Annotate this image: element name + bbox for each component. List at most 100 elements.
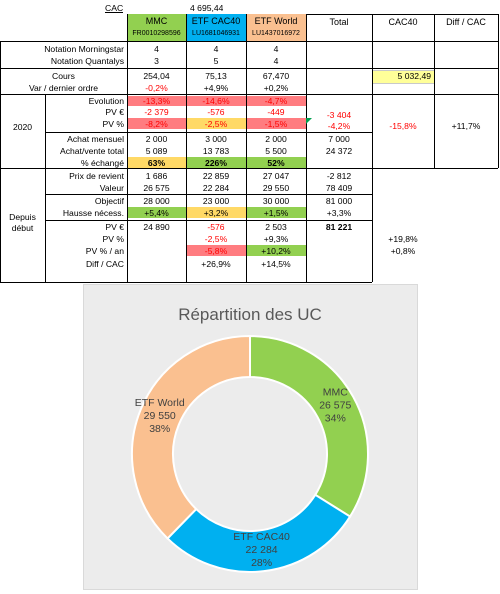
cours-cac: 75,13	[205, 71, 227, 81]
cac40-price-fill	[372, 70, 434, 83]
morningstar-cac: 4	[213, 44, 219, 54]
var-world: +0,2%	[263, 83, 289, 93]
fill-evo-mmc	[127, 96, 186, 106]
cac-label: CAC	[105, 3, 124, 13]
fill-hausse-world	[246, 207, 306, 218]
quantalys-cac: 5	[213, 56, 219, 66]
cours-mmc: 254,04	[143, 71, 170, 81]
fill-evo-cac	[186, 96, 246, 106]
pct-echange-cac: 226%	[205, 158, 227, 168]
pv-pct-since-cac: -2,5%	[204, 234, 228, 244]
fill-hausse-cac	[186, 207, 246, 218]
pv-eur-cac: -576	[207, 107, 225, 117]
fill-pv-cac	[186, 118, 246, 129]
pct-echange-world: 52%	[267, 158, 285, 168]
donut-label-mmc: MMC 26 575 34%	[319, 387, 351, 425]
row-label-objectif: Objectif	[94, 196, 124, 206]
header-etf-world: ETF World LU1437016972	[246, 14, 306, 41]
achat-mensuel-mmc: 2 000	[145, 134, 168, 144]
cours-cac40: 5 032,49	[397, 71, 431, 81]
fill-hausse-mmc	[127, 207, 186, 218]
fill-ech-cac	[186, 157, 246, 168]
header-etf-world-isin: LU1437016972	[252, 30, 300, 37]
row-label-prix-revient: Prix de revient	[69, 171, 124, 181]
row-label-cours: Cours	[52, 71, 75, 81]
row-label-quantalys: Notation Quantalys	[50, 56, 124, 66]
header-total: Total	[329, 17, 349, 27]
objectif-mmc: 28 000	[143, 196, 170, 206]
achat-vente-mmc: 5 089	[145, 146, 168, 156]
pv-eur-mmc: -2 379	[144, 107, 169, 117]
row-label-achat-mensuel: Achat mensuel	[67, 134, 124, 144]
morningstar-world: 4	[273, 44, 279, 54]
since-label-debut: début	[11, 223, 34, 233]
hausse-cac: +3,2%	[203, 208, 229, 218]
header-diff-cac: Diff / CAC	[446, 17, 486, 27]
row-label-valeur: Valeur	[99, 183, 124, 193]
fill-pv-world	[246, 118, 306, 129]
valeur-world: 29 550	[262, 183, 290, 193]
pv-eur-world: -449	[267, 107, 285, 117]
pv-eur-since-cac: -576	[207, 222, 225, 232]
pv-pct-since-world: +9,3%	[263, 234, 289, 244]
donut-slice-etf-world	[131, 334, 251, 540]
prix-revient-total: -2 812	[326, 171, 352, 181]
achat-mensuel-total: 7 000	[328, 134, 350, 144]
row-label-pv-pct: PV %	[102, 119, 125, 129]
pv-pct-total: -4,2%	[327, 121, 351, 131]
prix-revient-world: 27 047	[262, 171, 290, 181]
pct-echange-mmc: 63%	[147, 158, 166, 168]
fill-ech-world	[246, 157, 306, 168]
pv-eur-since-mmc: 24 890	[143, 222, 170, 232]
pv-eur-total: -3 404	[326, 110, 352, 120]
donut-label-etf-cac40: ETF CAC40 22 284 28%	[233, 531, 290, 569]
hausse-total: +3,3%	[326, 208, 352, 218]
valeur-cac: 22 284	[202, 183, 230, 193]
header-mmc: MMC FR0010298596	[127, 14, 186, 41]
since-label-depuis: Depuis	[9, 212, 36, 222]
header-etf-cac40: ETF CAC40 LU1681046931	[186, 14, 246, 41]
uc-distribution-chart: Répartition des UC MMC 26 575 34% ETF CAC40…	[83, 284, 418, 590]
header-mmc-name: MMC	[145, 16, 168, 26]
portfolio-spreadsheet: CAC 4 695,44 MMC FR0010298596 ETF CAC40 …	[0, 0, 500, 283]
objectif-world: 30 000	[262, 196, 290, 206]
cours-world: 67,470	[262, 71, 290, 81]
diff-cac-world: +14,5%	[261, 259, 291, 269]
fill-pv-mmc	[127, 118, 186, 129]
pv-an-world: +10,2%	[261, 246, 291, 256]
donut-slice-mmc	[249, 334, 369, 518]
header-etf-world-name: ETF World	[254, 16, 298, 26]
morningstar-mmc: 4	[154, 44, 159, 54]
objectif-total: 81 000	[325, 196, 353, 206]
row-label-pv-pct-since: PV %	[102, 234, 125, 244]
row-label-pv-eur-since: PV €	[105, 222, 124, 232]
evolution-mmc: -13,3%	[142, 96, 171, 106]
row-label-achat-vente: Achat/vente total	[59, 146, 124, 156]
row-label-hausse: Hausse nécess.	[62, 208, 124, 218]
var-mmc: -0,2%	[145, 83, 168, 93]
pv-pct-world: -1,5%	[264, 119, 288, 129]
diff-cac-cac: +26,9%	[201, 259, 231, 269]
row-label-diff-cac: Diff / CAC	[85, 259, 124, 269]
fill-pvan-cac	[186, 245, 246, 256]
pv-eur-since-total: 81 221	[325, 222, 353, 232]
pv-eur-since-world: 2 503	[265, 222, 287, 232]
valeur-mmc: 26 575	[143, 183, 170, 193]
donut-label-etf-world: ETF World 29 550 38%	[135, 397, 185, 435]
pv-pct-mmc: -8,2%	[145, 119, 168, 129]
donut-chart-svg: Répartition des UC MMC 26 575 34% ETF CAC40…	[131, 305, 369, 573]
row-label-pct-echange: % échangé	[80, 158, 124, 168]
chart-title: Répartition des UC	[178, 305, 322, 324]
row-label-pv-eur: PV €	[105, 107, 124, 117]
row-label-evolution: Evolution	[88, 96, 124, 106]
achat-mensuel-world: 2 000	[265, 134, 287, 144]
achat-mensuel-cac: 3 000	[205, 134, 227, 144]
objectif-cac: 23 000	[202, 196, 230, 206]
prix-revient-mmc: 1 686	[145, 171, 168, 181]
row-label-morningstar: Notation Morningstar	[44, 44, 124, 54]
hausse-mmc: +5,4%	[144, 208, 169, 218]
achat-vente-cac: 13 783	[202, 146, 230, 156]
evolution-cac: -14,6%	[202, 96, 230, 106]
quantalys-world: 4	[273, 56, 279, 66]
donut-slice-etf-cac40	[166, 493, 352, 573]
